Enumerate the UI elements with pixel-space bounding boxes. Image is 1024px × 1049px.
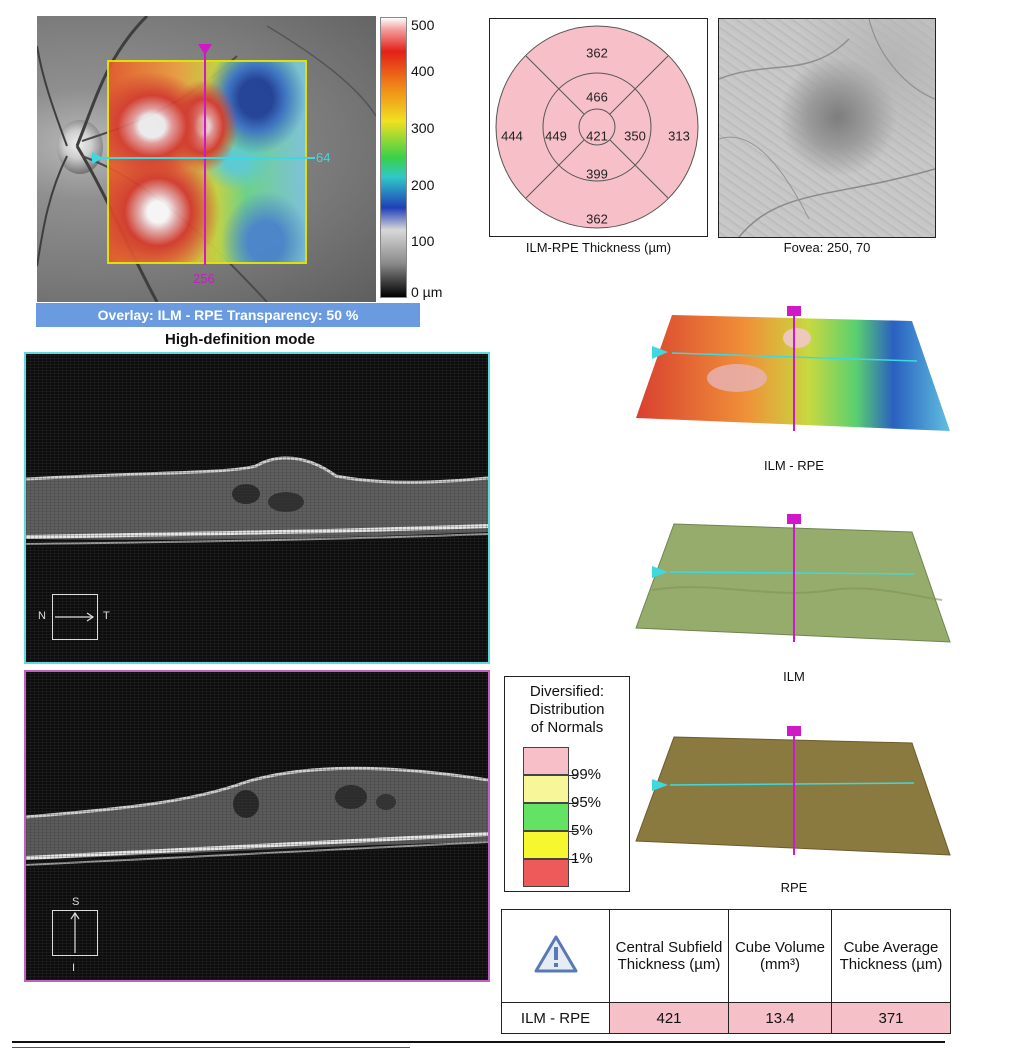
retina-layers	[26, 456, 488, 545]
rpe-3d-surface	[635, 726, 951, 856]
scale-tick: 400	[411, 63, 435, 79]
outer-temporal-value: 313	[668, 128, 690, 144]
legend-swatch	[523, 859, 569, 887]
orientation-box	[52, 594, 98, 640]
legend-tick	[569, 859, 577, 860]
oct-vertical-bscan: S I	[24, 670, 490, 982]
thickness-summary-table: Central Subfield Thickness (µm) Cube Vol…	[501, 909, 951, 1034]
outer-inferior-value: 362	[586, 211, 608, 227]
legend-swatch	[523, 775, 569, 803]
outer-superior-value: 362	[586, 45, 608, 61]
etdrs-caption: ILM-RPE Thickness (µm)	[525, 240, 672, 255]
scale-tick: 300	[411, 120, 435, 136]
column-header: Cube Volume (mm³)	[728, 909, 832, 1003]
central-subfield-value: 421	[586, 128, 608, 144]
orientation-top-label: S	[72, 896, 80, 908]
speckle-noise	[26, 354, 488, 662]
thickness-color-scale	[380, 17, 407, 298]
fovea-vessels	[719, 19, 935, 237]
row-label: ILM - RPE	[501, 1002, 610, 1034]
horizontal-scan-line[interactable]	[95, 157, 315, 159]
scale-tick: 500	[411, 17, 435, 33]
normative-distribution-legend: Diversified: Distribution of Normals 99%…	[504, 676, 630, 892]
scale-tick: 100	[411, 233, 435, 249]
scale-tick: 200	[411, 177, 435, 193]
column-header: Central Subfield Thickness (µm)	[609, 909, 729, 1003]
legend-tick	[569, 775, 577, 776]
horizontal-scan-value: 64	[316, 150, 331, 165]
legend-swatch	[523, 803, 569, 831]
arrow-up-icon	[70, 911, 80, 953]
vertical-marker-icon	[787, 726, 801, 736]
optic-disc	[57, 120, 103, 174]
legend-swatch	[523, 831, 569, 859]
orientation-right-label: T	[103, 610, 110, 622]
etdrs-thickness-grid: 362 444 313 362 466 449 350 399 421	[489, 18, 708, 237]
surface-caption: RPE	[780, 880, 808, 895]
ilm-rpe-3d-surface	[636, 306, 950, 431]
retina-layers	[26, 766, 488, 866]
cube-volume-value: 13.4	[728, 1002, 832, 1034]
speckle-noise	[26, 672, 488, 980]
arrow-right-icon	[55, 612, 95, 622]
warning-cell	[501, 909, 610, 1003]
legend-label: 5%	[571, 822, 593, 839]
horizontal-marker-icon	[652, 346, 668, 359]
surface-caption: ILM - RPE	[764, 458, 824, 473]
inner-superior-value: 466	[586, 89, 608, 105]
inner-temporal-value: 350	[624, 128, 646, 144]
thickness-overlay-map	[107, 60, 307, 264]
mode-title: High-definition mode	[165, 331, 315, 348]
vertical-marker-icon	[787, 514, 801, 524]
column-header: Cube Average Thickness (µm)	[831, 909, 951, 1003]
horizontal-marker-icon	[652, 566, 668, 578]
etdrs-circles	[495, 25, 699, 229]
legend-tick	[569, 831, 577, 832]
central-subfield-thickness-value: 421	[609, 1002, 729, 1034]
orientation-box	[52, 910, 98, 956]
ilm-3d-surface	[635, 514, 951, 643]
vertical-scan-value: 256	[193, 271, 215, 286]
surface-caption: ILM	[783, 669, 805, 684]
scale-tick: 0 µm	[411, 284, 443, 300]
inner-nasal-value: 449	[545, 128, 567, 144]
inner-inferior-value: 399	[586, 166, 608, 182]
legend-swatch	[523, 747, 569, 775]
legend-label: 1%	[571, 850, 593, 867]
vertical-scan-marker-icon[interactable]	[198, 44, 212, 55]
fovea-caption: Fovea: 250, 70	[783, 240, 871, 255]
horizontal-scan-marker-icon[interactable]	[92, 152, 103, 164]
outer-nasal-value: 444	[501, 128, 523, 144]
legend-title: Diversified: Distribution of Normals	[529, 683, 605, 736]
overlay-setting-bar[interactable]: Overlay: ILM - RPE Transparency: 50 %	[36, 303, 420, 327]
horizontal-marker-icon	[652, 779, 668, 791]
cube-average-thickness-value: 371	[831, 1002, 951, 1034]
legend-label: 95%	[571, 794, 602, 811]
footer-rule-thin	[12, 1047, 410, 1048]
fovea-slo-image	[718, 18, 936, 238]
warning-icon	[534, 935, 577, 973]
orientation-left-label: N	[38, 610, 46, 622]
orientation-bottom-label: I	[72, 962, 76, 974]
legend-label: 99%	[571, 766, 602, 783]
vertical-marker-icon	[787, 306, 801, 316]
footer-rule	[12, 1041, 945, 1043]
legend-tick	[569, 803, 577, 804]
oct-horizontal-bscan: N T	[24, 352, 490, 664]
